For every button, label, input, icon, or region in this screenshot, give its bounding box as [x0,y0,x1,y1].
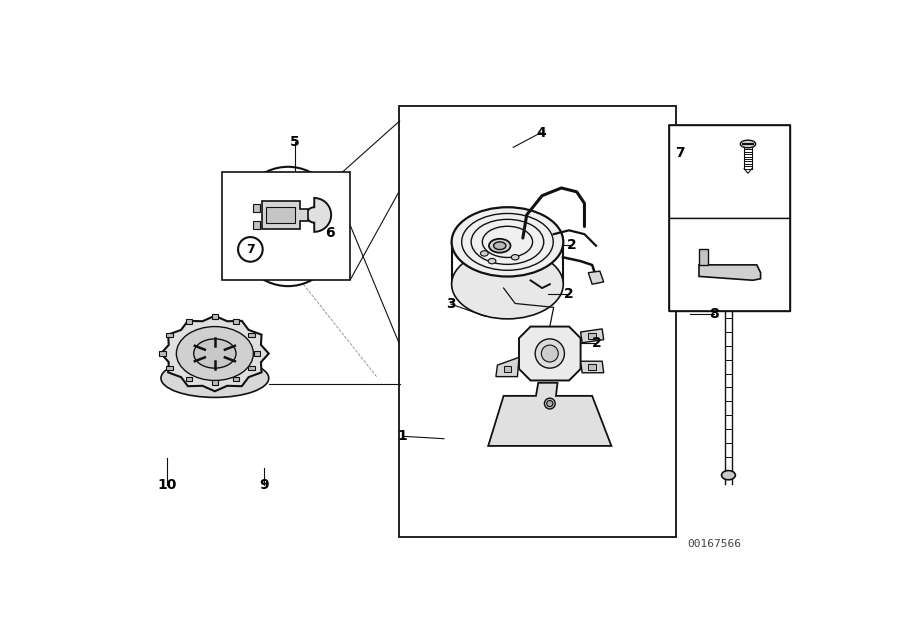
Bar [212,380,218,385]
Ellipse shape [194,339,236,368]
Text: 00167566: 00167566 [688,539,742,549]
Bar [166,333,173,337]
Ellipse shape [541,345,558,362]
Ellipse shape [546,401,553,406]
Circle shape [238,237,263,261]
Bar [185,319,192,324]
Bar [185,377,192,381]
Text: 5: 5 [290,135,300,149]
Ellipse shape [544,398,555,409]
Polygon shape [589,364,596,370]
Text: 2: 2 [563,287,573,301]
Text: 7: 7 [246,243,255,256]
Text: 3: 3 [446,297,455,311]
Bar [159,351,166,356]
Bar [212,314,218,319]
Bar [233,319,239,324]
Ellipse shape [481,251,488,256]
FancyBboxPatch shape [266,207,295,223]
Text: 9: 9 [259,478,268,492]
Ellipse shape [452,249,563,319]
Polygon shape [504,366,511,372]
Ellipse shape [511,254,519,260]
Bar [669,125,790,218]
Bar [669,125,790,312]
Ellipse shape [536,339,564,368]
Polygon shape [496,357,519,377]
Text: 8: 8 [709,307,719,321]
Ellipse shape [161,359,269,398]
Ellipse shape [452,207,563,277]
Text: 10: 10 [157,478,176,492]
Text: 2: 2 [567,238,577,252]
Ellipse shape [176,326,254,380]
Ellipse shape [722,131,735,140]
Polygon shape [589,271,604,284]
Polygon shape [699,249,708,265]
Polygon shape [262,201,308,229]
Polygon shape [580,361,604,373]
Ellipse shape [489,238,510,252]
Bar [248,366,255,370]
Text: 6: 6 [325,226,335,240]
Bar [669,218,790,312]
Bar [233,377,239,381]
Ellipse shape [488,258,496,264]
Polygon shape [580,329,604,343]
Bar [222,172,350,280]
Bar [248,333,255,337]
Ellipse shape [722,471,735,480]
Bar [166,366,173,370]
Polygon shape [488,383,611,446]
Polygon shape [161,316,269,391]
Polygon shape [519,326,580,380]
Polygon shape [253,204,260,212]
Polygon shape [253,221,260,229]
Ellipse shape [493,242,506,249]
Bar [399,106,676,537]
Text: 7: 7 [675,146,685,160]
Polygon shape [699,265,760,280]
Text: 4: 4 [536,126,545,140]
Ellipse shape [741,140,756,148]
Ellipse shape [234,227,342,269]
Text: 2: 2 [591,336,601,350]
Text: 1: 1 [398,429,407,443]
Polygon shape [307,198,331,232]
Bar [254,351,260,356]
Polygon shape [589,333,596,339]
